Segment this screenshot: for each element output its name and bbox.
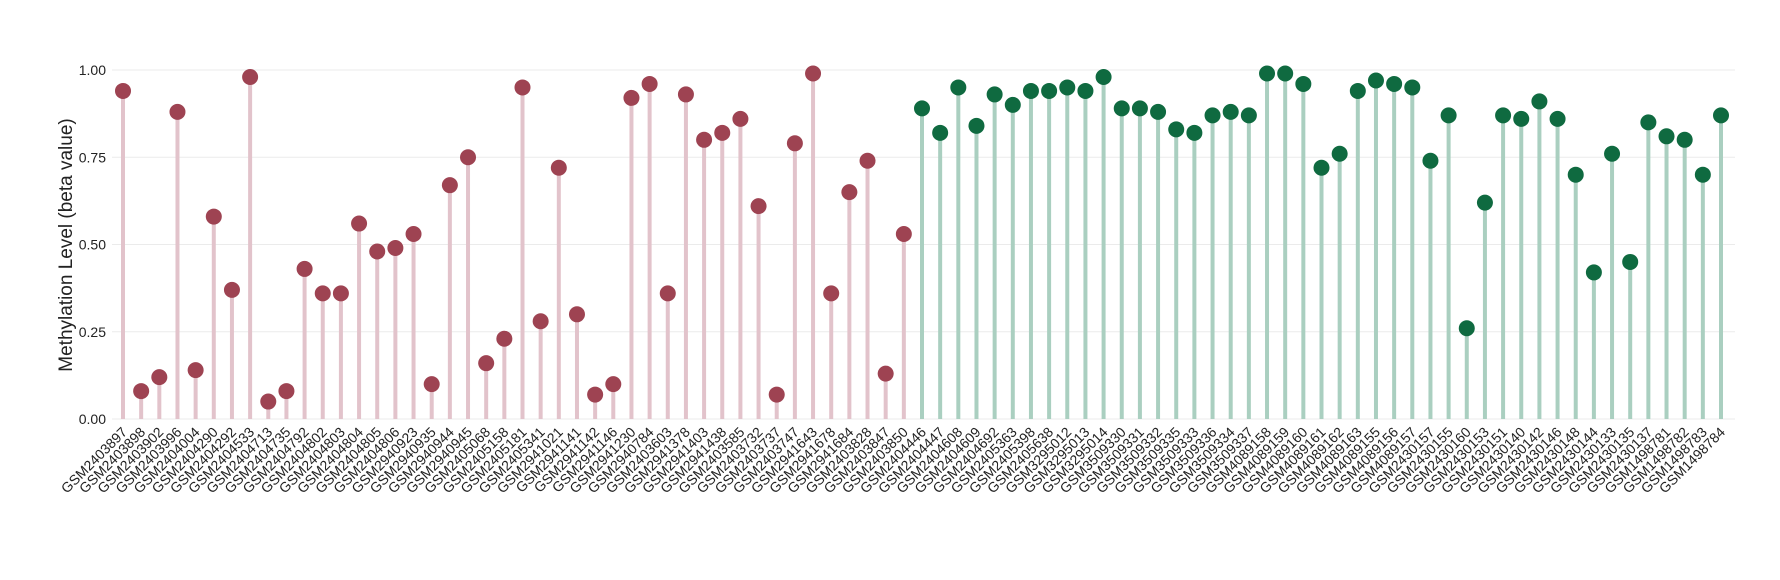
dot: [914, 100, 930, 117]
y-tick-label: 1.00: [79, 62, 106, 78]
dot: [441, 177, 458, 194]
dot: [1622, 253, 1639, 270]
dot: [1367, 72, 1384, 89]
dot: [532, 313, 549, 330]
dot: [1313, 159, 1330, 176]
y-tick-label: 0.25: [79, 324, 106, 340]
dot: [1041, 82, 1058, 99]
dot: [1059, 79, 1076, 96]
dot: [768, 386, 785, 403]
dot: [1131, 100, 1148, 117]
dot: [296, 260, 313, 277]
dot: [260, 393, 277, 410]
dot: [1694, 166, 1711, 183]
dot: [1113, 100, 1130, 117]
dot: [1349, 82, 1366, 99]
dot: [786, 135, 803, 152]
y-tick-label: 0.75: [79, 149, 106, 165]
dot: [1404, 79, 1421, 96]
dot: [133, 383, 150, 400]
dot: [1386, 75, 1403, 92]
dot: [950, 79, 967, 96]
dot: [1567, 166, 1584, 183]
dot: [1440, 107, 1457, 124]
dot: [805, 65, 822, 82]
dot: [986, 86, 1003, 103]
dot: [1277, 65, 1294, 82]
dot: [1022, 82, 1039, 99]
dot: [877, 365, 894, 382]
y-tick-label: 0.00: [79, 411, 106, 427]
dot: [351, 215, 368, 232]
dot: [460, 149, 477, 166]
dot: [1004, 96, 1021, 113]
dot: [1585, 264, 1602, 281]
dot: [115, 82, 131, 99]
dot: [1640, 114, 1657, 131]
dot: [677, 86, 694, 103]
dot: [1259, 65, 1276, 82]
dot: [1495, 107, 1512, 124]
dot: [623, 89, 640, 106]
dot: [496, 330, 513, 347]
dot: [696, 131, 713, 148]
y-axis-label: Methylation Level (beta value): [56, 118, 77, 371]
dot: [732, 110, 749, 127]
dot: [278, 383, 295, 400]
dot: [1476, 194, 1493, 211]
dot: [1150, 103, 1167, 120]
dot: [659, 285, 676, 302]
dot: [550, 159, 567, 176]
dot: [1713, 107, 1729, 124]
dot: [1222, 103, 1239, 120]
dot: [1186, 124, 1203, 141]
dot: [587, 386, 604, 403]
dot: [514, 79, 531, 96]
dot: [823, 285, 840, 302]
dot: [187, 362, 204, 379]
dot: [750, 198, 767, 215]
dot: [641, 75, 658, 92]
dot: [841, 184, 858, 201]
dot: [1531, 93, 1548, 110]
dot: [1549, 110, 1566, 127]
dot: [1204, 107, 1221, 124]
dot: [1604, 145, 1621, 162]
dot: [1676, 131, 1693, 148]
dot: [314, 285, 331, 302]
dot: [1240, 107, 1257, 124]
dot: [1168, 121, 1185, 138]
dot: [387, 239, 404, 256]
dot: [568, 306, 585, 323]
dot: [1077, 82, 1094, 99]
dot: [169, 103, 186, 120]
dot: [242, 68, 259, 85]
dot: [1331, 145, 1348, 162]
dot: [369, 243, 386, 260]
dot: [714, 124, 731, 141]
dot: [1658, 128, 1675, 145]
dot: [859, 152, 876, 169]
y-tick-label: 0.50: [79, 237, 106, 253]
dot: [223, 281, 240, 298]
dot: [1513, 110, 1530, 127]
dot: [423, 376, 440, 393]
dot: [332, 285, 349, 302]
dot: [968, 117, 985, 134]
dot: [1458, 320, 1475, 337]
dot: [478, 355, 495, 372]
dot: [932, 124, 949, 141]
dot: [605, 376, 622, 393]
dot: [895, 226, 912, 243]
dot: [205, 208, 222, 225]
dot: [405, 226, 422, 243]
dot: [1295, 75, 1312, 92]
dot: [1095, 68, 1112, 85]
dot: [1422, 152, 1439, 169]
dot: [151, 369, 168, 386]
